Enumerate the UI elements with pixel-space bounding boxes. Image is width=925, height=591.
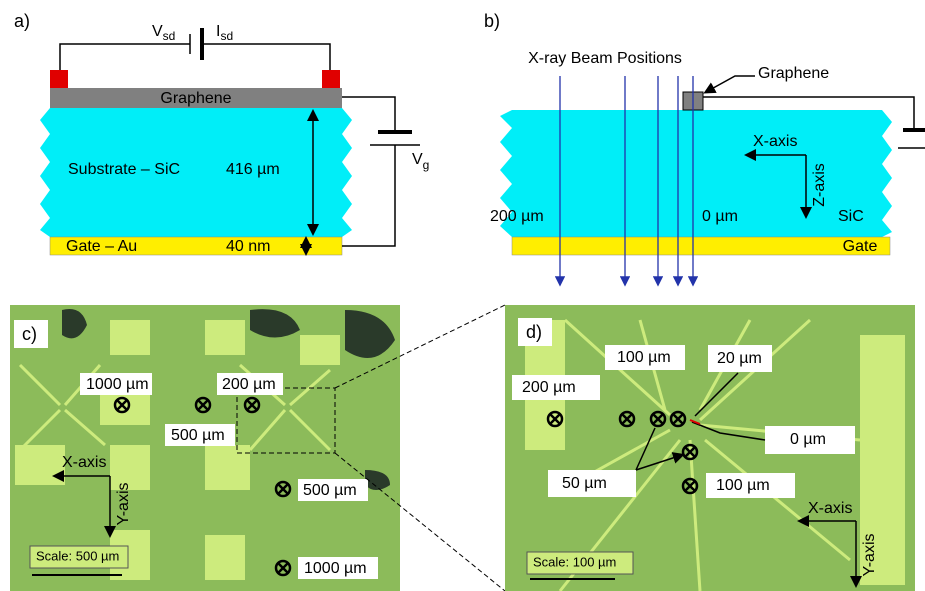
scale-label: Scale: 100 µm [533, 554, 616, 569]
graphene-label: Graphene [758, 65, 829, 82]
gate-label: Gate [843, 238, 878, 255]
marker-label: 500 µm [171, 427, 225, 444]
marker-label: 20 µm [717, 350, 762, 367]
pad [205, 535, 245, 580]
marker-label: 50 µm [562, 475, 607, 492]
substrate-label: SiC [838, 208, 864, 225]
substrate [500, 110, 892, 237]
panel-c: 1000 µm 200 µm 500 µm 500 µm 1000 µm X-a… [10, 305, 400, 591]
pad [300, 335, 340, 365]
marker-label: 1000 µm [86, 376, 149, 393]
panel-b: b) X-ray Beam Positions Graphene X-axis … [484, 11, 925, 284]
marker-label: 500 µm [303, 482, 357, 499]
x-axis-label: X-axis [808, 500, 852, 517]
y-axis-label: Y-axis [861, 534, 878, 577]
marker-label: 1000 µm [304, 560, 367, 577]
marker-label: 200 µm [522, 379, 576, 396]
thickness-label: 416 µm [226, 161, 280, 178]
panel-label: b) [484, 11, 500, 31]
x-axis-label: X-axis [62, 454, 106, 471]
z-axis-label: Z-axis [811, 163, 828, 207]
panel-d: 100 µm 20 µm 200 µm 0 µm 50 µm 100 µm X-… [505, 305, 915, 591]
source-drain-current: Isd [216, 23, 233, 43]
marker-label: 100 µm [716, 477, 770, 494]
gate-thickness-label: 40 nm [226, 238, 270, 255]
panel-label: c) [22, 324, 37, 344]
panel-label: d) [526, 322, 542, 342]
scale-label: Scale: 500 µm [36, 548, 119, 563]
graphene-label: Graphene [160, 90, 231, 107]
pad [205, 445, 250, 490]
gate-voltage: Vg [412, 151, 429, 172]
subscript: g [423, 158, 430, 172]
substrate-label: Substrate – SiC [68, 161, 180, 178]
figure: a) Vsd Isd Graphene Substrate – SiC 416 … [0, 0, 925, 591]
symbol: V [412, 151, 423, 168]
pointer [706, 76, 755, 92]
gate-layer [512, 237, 890, 255]
marker-label: 0 µm [790, 431, 826, 448]
subscript: sd [220, 29, 233, 43]
beam-label: X-ray Beam Positions [528, 50, 682, 67]
position-label: 0 µm [702, 208, 738, 225]
source-drain-voltage: Vsd [152, 23, 175, 43]
contact [322, 70, 340, 88]
position-label: 200 µm [490, 208, 544, 225]
contact [50, 70, 68, 88]
subscript: sd [163, 29, 176, 43]
symbol: V [152, 23, 163, 40]
panel-a: a) Vsd Isd Graphene Substrate – SiC 416 … [14, 11, 429, 255]
pad [205, 320, 245, 355]
pad [15, 445, 65, 485]
marker-label: 200 µm [222, 376, 276, 393]
marker-label: 100 µm [617, 349, 671, 366]
y-axis-label: Y-axis [115, 483, 132, 526]
circuit-wire [60, 44, 330, 72]
panel-label: a) [14, 11, 30, 31]
x-axis-label: X-axis [753, 133, 797, 150]
pad [110, 320, 150, 355]
gate-label: Gate – Au [66, 238, 137, 255]
